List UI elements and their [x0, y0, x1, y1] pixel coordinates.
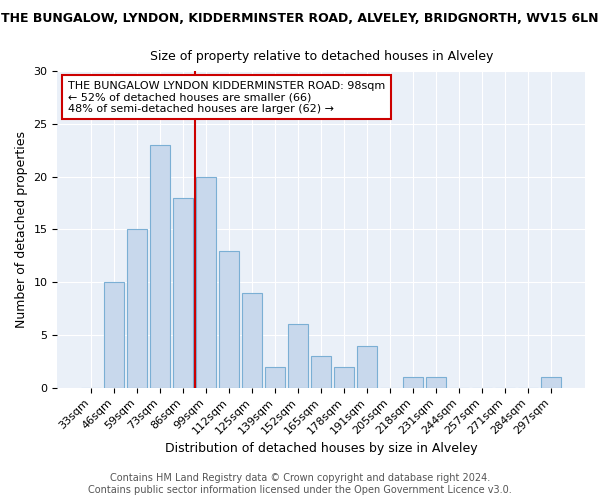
Bar — [220, 250, 239, 388]
Bar — [242, 293, 262, 388]
Bar — [358, 346, 377, 388]
Bar — [173, 198, 193, 388]
Bar — [427, 377, 446, 388]
Text: Contains HM Land Registry data © Crown copyright and database right 2024.
Contai: Contains HM Land Registry data © Crown c… — [88, 474, 512, 495]
Bar — [265, 366, 285, 388]
Bar — [104, 282, 124, 388]
Bar — [403, 377, 423, 388]
Title: Size of property relative to detached houses in Alveley: Size of property relative to detached ho… — [149, 50, 493, 63]
Bar — [289, 324, 308, 388]
Bar — [151, 145, 170, 388]
Bar — [311, 356, 331, 388]
Bar — [334, 366, 354, 388]
Bar — [541, 377, 561, 388]
Y-axis label: Number of detached properties: Number of detached properties — [15, 131, 28, 328]
X-axis label: Distribution of detached houses by size in Alveley: Distribution of detached houses by size … — [165, 442, 478, 455]
Text: THE BUNGALOW LYNDON KIDDERMINSTER ROAD: 98sqm
← 52% of detached houses are small: THE BUNGALOW LYNDON KIDDERMINSTER ROAD: … — [68, 80, 385, 114]
Bar — [196, 176, 216, 388]
Text: THE BUNGALOW, LYNDON, KIDDERMINSTER ROAD, ALVELEY, BRIDGNORTH, WV15 6LN: THE BUNGALOW, LYNDON, KIDDERMINSTER ROAD… — [1, 12, 599, 26]
Bar — [127, 230, 147, 388]
